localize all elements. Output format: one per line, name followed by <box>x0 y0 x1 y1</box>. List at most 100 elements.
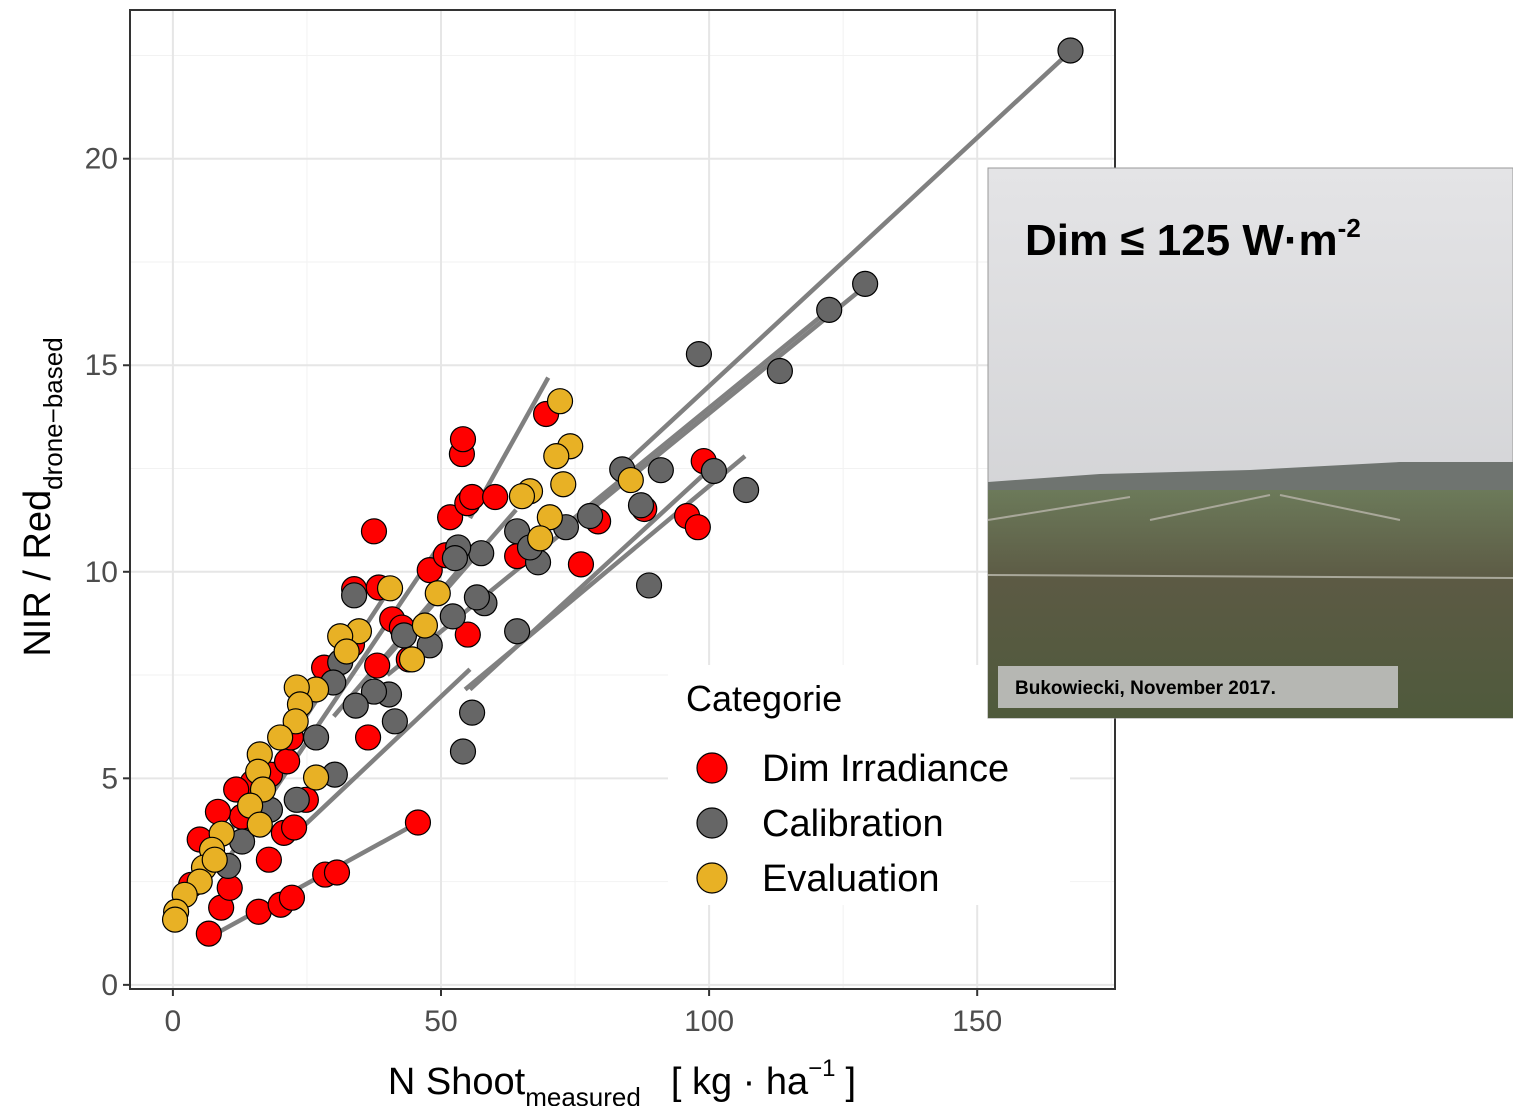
point <box>454 621 481 648</box>
point <box>381 708 408 735</box>
point <box>527 525 554 552</box>
fit-line <box>557 309 829 533</box>
point <box>360 678 388 705</box>
y-axis-title-part: drone−based <box>38 337 68 490</box>
point <box>550 471 577 498</box>
point <box>342 692 369 719</box>
point <box>278 884 306 911</box>
point <box>283 786 310 813</box>
point <box>354 724 382 751</box>
point <box>404 809 432 836</box>
x-axis-title-part: [ kg · ha <box>671 1061 809 1103</box>
caption-box <box>998 666 1398 708</box>
point <box>508 483 536 510</box>
point <box>282 708 309 735</box>
point <box>204 798 232 825</box>
y-axis-title-part: NIR / Red <box>17 490 59 657</box>
point <box>411 612 439 639</box>
point <box>439 603 466 630</box>
point <box>302 724 330 751</box>
point <box>458 699 486 726</box>
point <box>458 483 486 511</box>
legend-label: Evaluation <box>762 858 939 900</box>
inset-title: Dim ≤ 125 W·m-2 <box>1025 213 1361 265</box>
point <box>449 426 477 453</box>
point <box>1057 37 1084 64</box>
fit-line <box>618 49 1073 471</box>
point <box>482 483 509 511</box>
point <box>449 738 477 765</box>
photo-tracks <box>987 494 1513 579</box>
point <box>255 846 282 873</box>
y-tick-label: 15 <box>85 349 118 382</box>
x-axis-title: N Shootmeasured [ kg · ha−1] <box>388 1055 856 1106</box>
point <box>201 846 228 873</box>
point <box>852 270 879 297</box>
legend-label: Calibration <box>762 803 944 845</box>
fit-line <box>298 667 472 832</box>
inset-photo: Dim ≤ 125 W·m-2 Bukowiecki, November 201… <box>987 167 1513 719</box>
x-axis-title-part: −1 <box>808 1055 835 1082</box>
y-tick-label: 20 <box>85 143 118 176</box>
point <box>766 357 793 385</box>
point <box>816 296 843 323</box>
inset-title-text: Dim ≤ 125 W·m <box>1025 216 1338 265</box>
y-axis-title: NIR / Reddrone−based <box>17 337 68 656</box>
point <box>700 457 728 485</box>
point <box>437 504 464 531</box>
point <box>617 466 644 494</box>
legend-swatch <box>696 862 728 894</box>
point <box>274 748 301 775</box>
x-axis-title-part: N Shoot <box>388 1061 526 1103</box>
point <box>647 457 674 484</box>
point <box>424 580 451 607</box>
photo-treeline <box>988 462 1513 492</box>
y-tick-label: 0 <box>101 969 118 1002</box>
point <box>635 572 663 599</box>
x-tick-label: 0 <box>165 1005 182 1038</box>
point <box>685 340 713 368</box>
point <box>504 618 531 645</box>
x-axis-title-part: measured <box>525 1082 641 1106</box>
point <box>280 814 308 841</box>
point <box>543 443 570 470</box>
point <box>341 582 368 609</box>
point <box>267 724 294 751</box>
point <box>576 502 604 530</box>
point <box>398 646 426 673</box>
legend-title: Categorie <box>686 678 842 719</box>
point <box>627 492 655 519</box>
point <box>245 898 272 925</box>
x-tick-label: 100 <box>684 1005 734 1038</box>
point <box>161 906 189 933</box>
point <box>468 540 495 567</box>
point <box>546 388 574 415</box>
point <box>684 514 711 541</box>
legend-swatch <box>696 752 728 784</box>
legend-swatch <box>696 807 728 839</box>
point <box>360 518 388 545</box>
point <box>323 859 351 886</box>
point <box>333 638 360 665</box>
point <box>376 575 404 602</box>
point <box>732 476 760 504</box>
x-tick-label: 150 <box>952 1005 1002 1038</box>
legend-label: Dim Irradiance <box>762 748 1009 790</box>
inset-title-sup: -2 <box>1338 213 1361 243</box>
y-tick-label: 10 <box>85 556 118 589</box>
point <box>302 764 330 791</box>
point <box>463 584 491 611</box>
x-axis-title-part: ] <box>846 1061 857 1103</box>
inset-caption: Bukowiecki, November 2017. <box>1015 678 1276 699</box>
y-tick-label: 5 <box>101 762 118 795</box>
point <box>567 551 595 578</box>
point <box>441 545 469 572</box>
point <box>246 811 273 838</box>
fit-line <box>463 454 747 692</box>
x-tick-label: 50 <box>424 1005 457 1038</box>
point <box>364 652 391 679</box>
point <box>216 874 243 901</box>
point <box>195 920 222 947</box>
